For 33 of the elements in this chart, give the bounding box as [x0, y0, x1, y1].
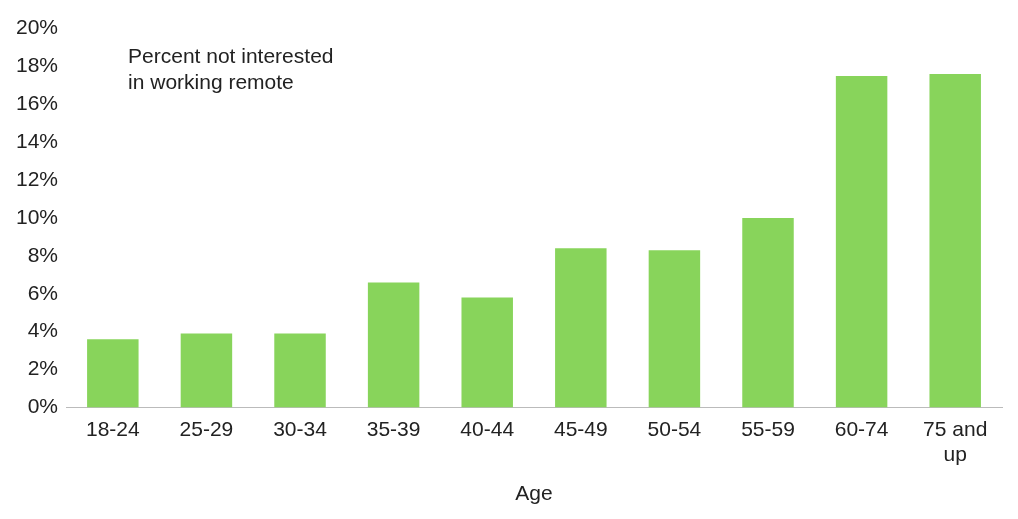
y-tick-label: 4% [27, 318, 59, 342]
x-axis-title: Age [515, 481, 553, 505]
x-tick-label: 18-24 [85, 416, 140, 440]
bar [274, 333, 326, 408]
bar [929, 74, 981, 408]
y-tick-label: 16% [16, 91, 59, 115]
bar [461, 297, 513, 408]
x-tick-label: 75 and up [923, 416, 988, 465]
annotation: Percent not interested in working remote [128, 43, 334, 93]
bar [835, 75, 888, 408]
y-tick-label: 8% [27, 242, 59, 266]
x-tick-label: 55-59 [741, 416, 795, 440]
bar [742, 218, 794, 408]
y-tick-label: 20% [16, 15, 59, 39]
y-tick-label: 2% [27, 356, 59, 380]
x-tick-label: 45-49 [553, 416, 608, 440]
y-tick-label: 14% [16, 129, 59, 153]
x-tick-label: 50-54 [647, 416, 702, 440]
bar [367, 282, 420, 408]
y-tick-label: 10% [16, 204, 59, 228]
y-tick-label: 18% [16, 53, 59, 77]
x-tick-label: 35-39 [366, 416, 421, 440]
x-tick-label: 60-74 [834, 416, 889, 440]
bar [87, 339, 139, 408]
x-tick-label: 30-34 [273, 416, 328, 440]
y-tick-label: 12% [16, 166, 59, 190]
y-tick-label: 6% [27, 280, 59, 304]
x-tick-label: 40-44 [460, 416, 515, 440]
y-tick-label: 0% [27, 394, 59, 418]
bar [648, 250, 701, 408]
x-tick-label: 25-29 [179, 416, 234, 440]
bar [180, 333, 233, 408]
bar [555, 248, 607, 408]
